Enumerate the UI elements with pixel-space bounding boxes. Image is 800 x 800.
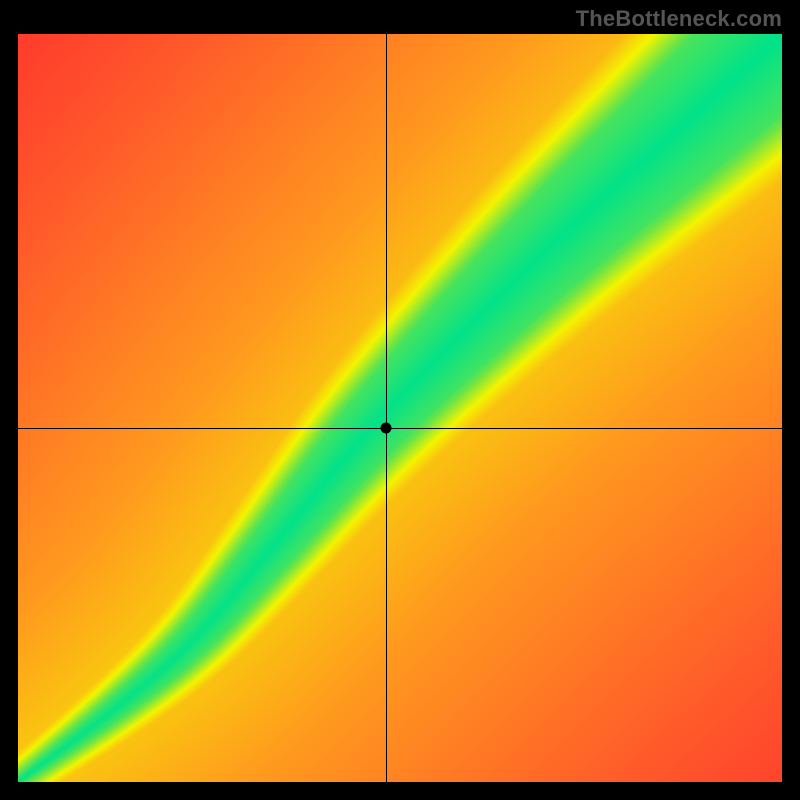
chart-container: TheBottleneck.com [0, 0, 800, 800]
site-watermark: TheBottleneck.com [576, 6, 782, 32]
heatmap-canvas [18, 34, 782, 782]
heatmap-plot [18, 34, 782, 782]
